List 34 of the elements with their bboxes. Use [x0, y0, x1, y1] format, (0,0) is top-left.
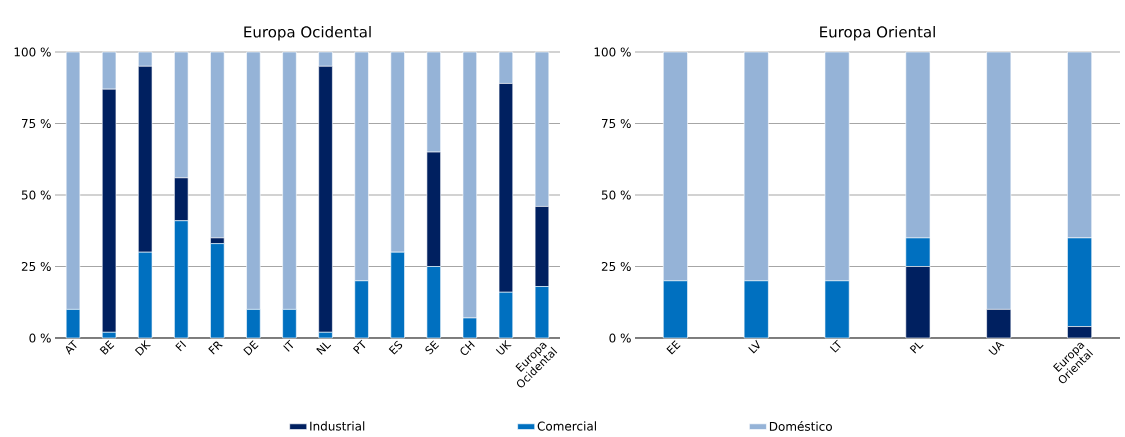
x-tick-label: NL [316, 342, 332, 355]
y-tick-label: 50 % [21, 190, 51, 200]
x-tick-label: DE [243, 340, 259, 356]
y-tick-label: 75 % [21, 118, 51, 129]
y-tick-label: 50 % [601, 190, 631, 200]
x-tick-label: LV [748, 339, 760, 354]
chart-title: Europa Ocidental [244, 25, 371, 41]
x-tick-label: ES [388, 340, 403, 355]
x-tick-label: AT [65, 339, 77, 355]
chart-title: Europa Oriental [820, 25, 935, 41]
x-tick-label: FR [208, 341, 223, 355]
x-tick-label: LT [829, 339, 841, 353]
y-tick-label: 0 % [29, 333, 51, 343]
y-tick-label: 100 % [14, 47, 51, 57]
y-tick-label: 100 % [594, 47, 631, 57]
x-tick-label: CH [460, 340, 475, 355]
x-tick-label: BE [99, 340, 115, 355]
x-tick-label: DK [134, 339, 151, 356]
x-tick-label: SE [425, 340, 440, 355]
x-tick-label: FI [175, 340, 187, 352]
y-tick-label: 25 % [21, 261, 51, 272]
x-tick-label: EE [666, 340, 681, 355]
x-tick-label: UA [988, 341, 1005, 355]
x-tick-label: UK [495, 339, 512, 355]
y-tick-label: 0 % [609, 333, 631, 343]
x-tick-label: PL [909, 342, 924, 354]
bar [210, 51, 225, 239]
x-tick-label: PT [352, 339, 366, 355]
legend-label: Comercial [537, 421, 596, 431]
y-tick-label: 25 % [601, 261, 631, 272]
x-tick-label: IT [283, 339, 294, 352]
legend-label: Industrial [310, 421, 365, 431]
legend-label: Doméstico [769, 421, 832, 431]
y-tick-label: 75 % [601, 118, 631, 129]
